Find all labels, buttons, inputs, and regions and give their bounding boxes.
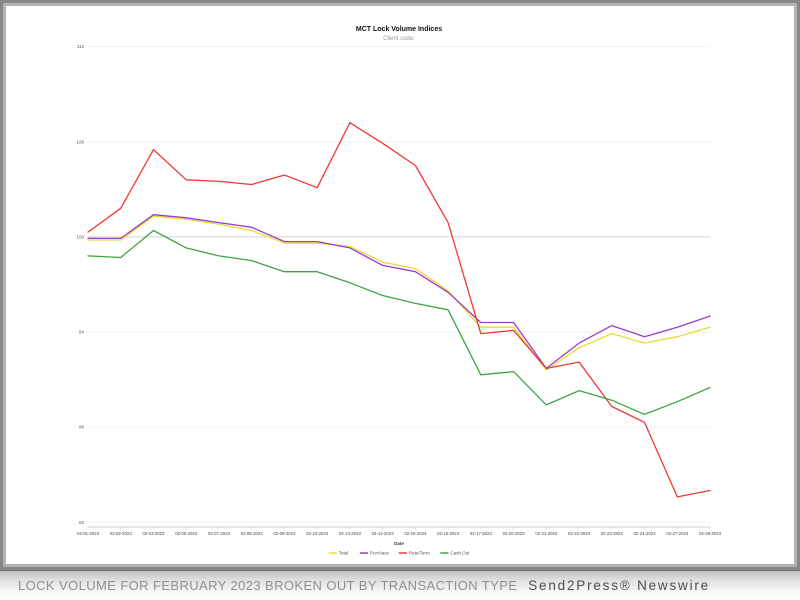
x-tick-label: 02-17-2023 bbox=[470, 531, 493, 536]
x-tick-label: 02-10-2023 bbox=[306, 531, 329, 536]
lock-volume-chart: MCT Lock Volume Indices Client code: 112 10… bbox=[76, 26, 722, 556]
legend-label: Rate/Term bbox=[409, 551, 430, 556]
chart-title: MCT Lock Volume Indices bbox=[356, 26, 442, 33]
x-tick-label: 02-01-2023 bbox=[77, 531, 100, 536]
x-tick-label: 02-02-2023 bbox=[110, 531, 133, 536]
y-tick-label: 94 bbox=[79, 330, 85, 335]
series-line-total bbox=[87, 215, 711, 371]
x-tick-label: 02-28-2023 bbox=[699, 531, 722, 536]
y-tick-label: 100 bbox=[76, 234, 84, 239]
caption-bar: LOCK VOLUME FOR FEBRUARY 2023 BROKEN OUT… bbox=[0, 570, 800, 600]
y-tick-label: 106 bbox=[76, 139, 84, 144]
x-axis-title: Date bbox=[394, 541, 404, 546]
x-tick-label: 02-13-2023 bbox=[339, 531, 362, 536]
legend-label: Cash Out bbox=[450, 551, 470, 556]
x-tick-label: 02-27-2023 bbox=[666, 531, 689, 536]
x-tick-label: 02-14-2023 bbox=[372, 531, 395, 536]
x-tick-label: 02-24-2023 bbox=[634, 531, 657, 536]
x-tick-label: 02-15-2023 bbox=[404, 531, 427, 536]
y-tick-label: 82 bbox=[79, 520, 85, 525]
chart-frame-border bbox=[0, 0, 800, 570]
x-tick-label: 02-16-2023 bbox=[437, 531, 460, 536]
x-tick-label: 02-09-2023 bbox=[273, 531, 296, 536]
y-tick-label: 88 bbox=[79, 425, 85, 430]
y-tick-label: 112 bbox=[77, 44, 85, 49]
series-line-purchase bbox=[87, 214, 711, 370]
x-tick-label: 02-21-2023 bbox=[535, 531, 558, 536]
legend-label: Total bbox=[339, 551, 349, 556]
x-tick-label: 02-20-2023 bbox=[503, 531, 526, 536]
chart-subtitle: Client code: bbox=[383, 36, 415, 42]
x-tick-label: 02-07-2023 bbox=[208, 531, 231, 536]
series-line-cash-out bbox=[87, 229, 711, 416]
branding-text: Send2Press® Newswire bbox=[528, 578, 710, 593]
x-tick-label: 02-06-2023 bbox=[175, 531, 198, 536]
x-tick-label: 02-23-2023 bbox=[601, 531, 624, 536]
legend-label: Purchase bbox=[370, 551, 390, 556]
x-tick-label: 02-03-2023 bbox=[142, 531, 165, 536]
x-tick-label: 02-22-2023 bbox=[568, 531, 591, 536]
caption-text: LOCK VOLUME FOR FEBRUARY 2023 BROKEN OUT… bbox=[18, 578, 518, 593]
x-tick-label: 02-08-2023 bbox=[241, 531, 264, 536]
series-line-rate-term bbox=[87, 122, 711, 498]
